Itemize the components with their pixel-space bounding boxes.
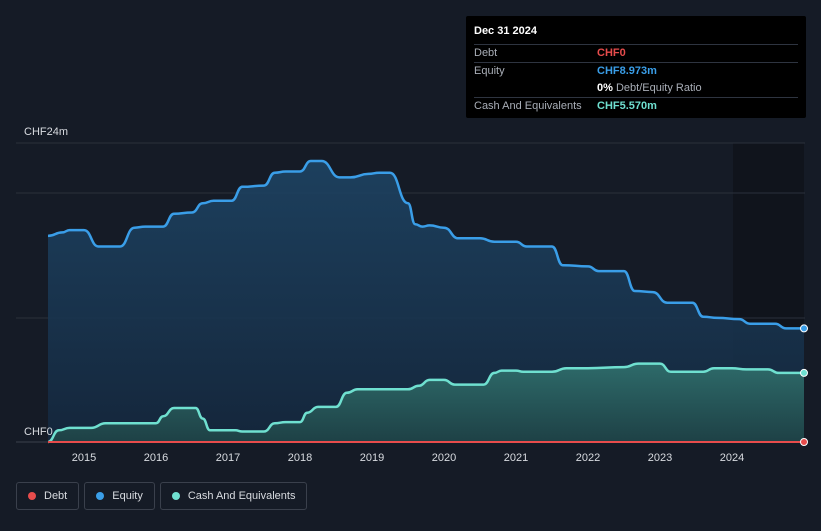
debt-end-point bbox=[800, 438, 808, 446]
x-tick-label: 2023 bbox=[648, 452, 672, 464]
x-tick-label: 2021 bbox=[504, 452, 528, 464]
tooltip-date: Dec 31 2024 bbox=[474, 25, 537, 37]
tooltip-row-debt: Debt CHF0 bbox=[474, 44, 798, 62]
ratio-value: 0% bbox=[597, 82, 613, 94]
x-tick-label: 2017 bbox=[216, 452, 240, 464]
legend-item-cash[interactable]: Cash And Equivalents bbox=[159, 482, 308, 510]
x-tick-label: 2020 bbox=[432, 452, 456, 464]
legend-dot-cash bbox=[171, 492, 180, 500]
equity-line bbox=[47, 159, 804, 330]
tooltip-value-debt: CHF0 bbox=[597, 47, 626, 59]
legend-dot-equity bbox=[96, 492, 105, 500]
x-axis-ticks: 2015 2016 2017 2018 2019 2020 2021 2022 2023 2024 bbox=[72, 452, 744, 464]
tooltip-value-equity: CHF8.973m bbox=[597, 65, 657, 77]
y-axis-top-label: CHF24m bbox=[24, 126, 68, 138]
tooltip: Dec 31 2024 Debt CHF0 Equity CHF8.973m 0… bbox=[466, 16, 806, 118]
legend-label: Equity bbox=[112, 490, 143, 502]
legend-label: Cash And Equivalents bbox=[187, 490, 296, 502]
series-lines bbox=[47, 159, 808, 446]
x-tick-label: 2022 bbox=[576, 452, 600, 464]
legend-label: Debt bbox=[44, 490, 68, 502]
legend-item-equity[interactable]: Equity bbox=[84, 482, 155, 510]
y-axis-bottom-label: CHF0 bbox=[24, 426, 53, 438]
legend-item-debt[interactable]: Debt bbox=[16, 482, 80, 510]
tooltip-label: Debt bbox=[474, 47, 498, 59]
tooltip-value-ratio: 0% Debt/Equity Ratio bbox=[597, 80, 702, 97]
x-tick-label: 2019 bbox=[360, 452, 384, 464]
tooltip-value-cash: CHF5.570m bbox=[597, 100, 657, 112]
tooltip-label bbox=[474, 80, 597, 97]
x-tick-label: 2016 bbox=[144, 452, 168, 464]
series-areas bbox=[48, 161, 804, 442]
tooltip-row-equity: Equity CHF8.973m bbox=[474, 62, 798, 80]
legend: Debt Equity Cash And Equivalents bbox=[16, 482, 308, 510]
cash-and-equivalents-area bbox=[48, 363, 804, 442]
legend-dot-debt bbox=[28, 492, 36, 500]
equity-end-point bbox=[800, 324, 808, 333]
x-tick-label: 2015 bbox=[72, 452, 96, 464]
cash-and-equivalents-line bbox=[47, 362, 804, 444]
x-tick-label: 2018 bbox=[288, 452, 312, 464]
x-tick-label: 2024 bbox=[720, 452, 744, 464]
ratio-label: Debt/Equity Ratio bbox=[615, 82, 702, 94]
cash-and-equivalents-end-point bbox=[800, 368, 808, 377]
tooltip-label: Cash And Equivalents bbox=[474, 100, 582, 112]
tooltip-label: Equity bbox=[474, 65, 505, 77]
tooltip-row-ratio: 0% Debt/Equity Ratio bbox=[474, 80, 798, 97]
tooltip-row-cash: Cash And Equivalents CHF5.570m bbox=[474, 97, 798, 115]
